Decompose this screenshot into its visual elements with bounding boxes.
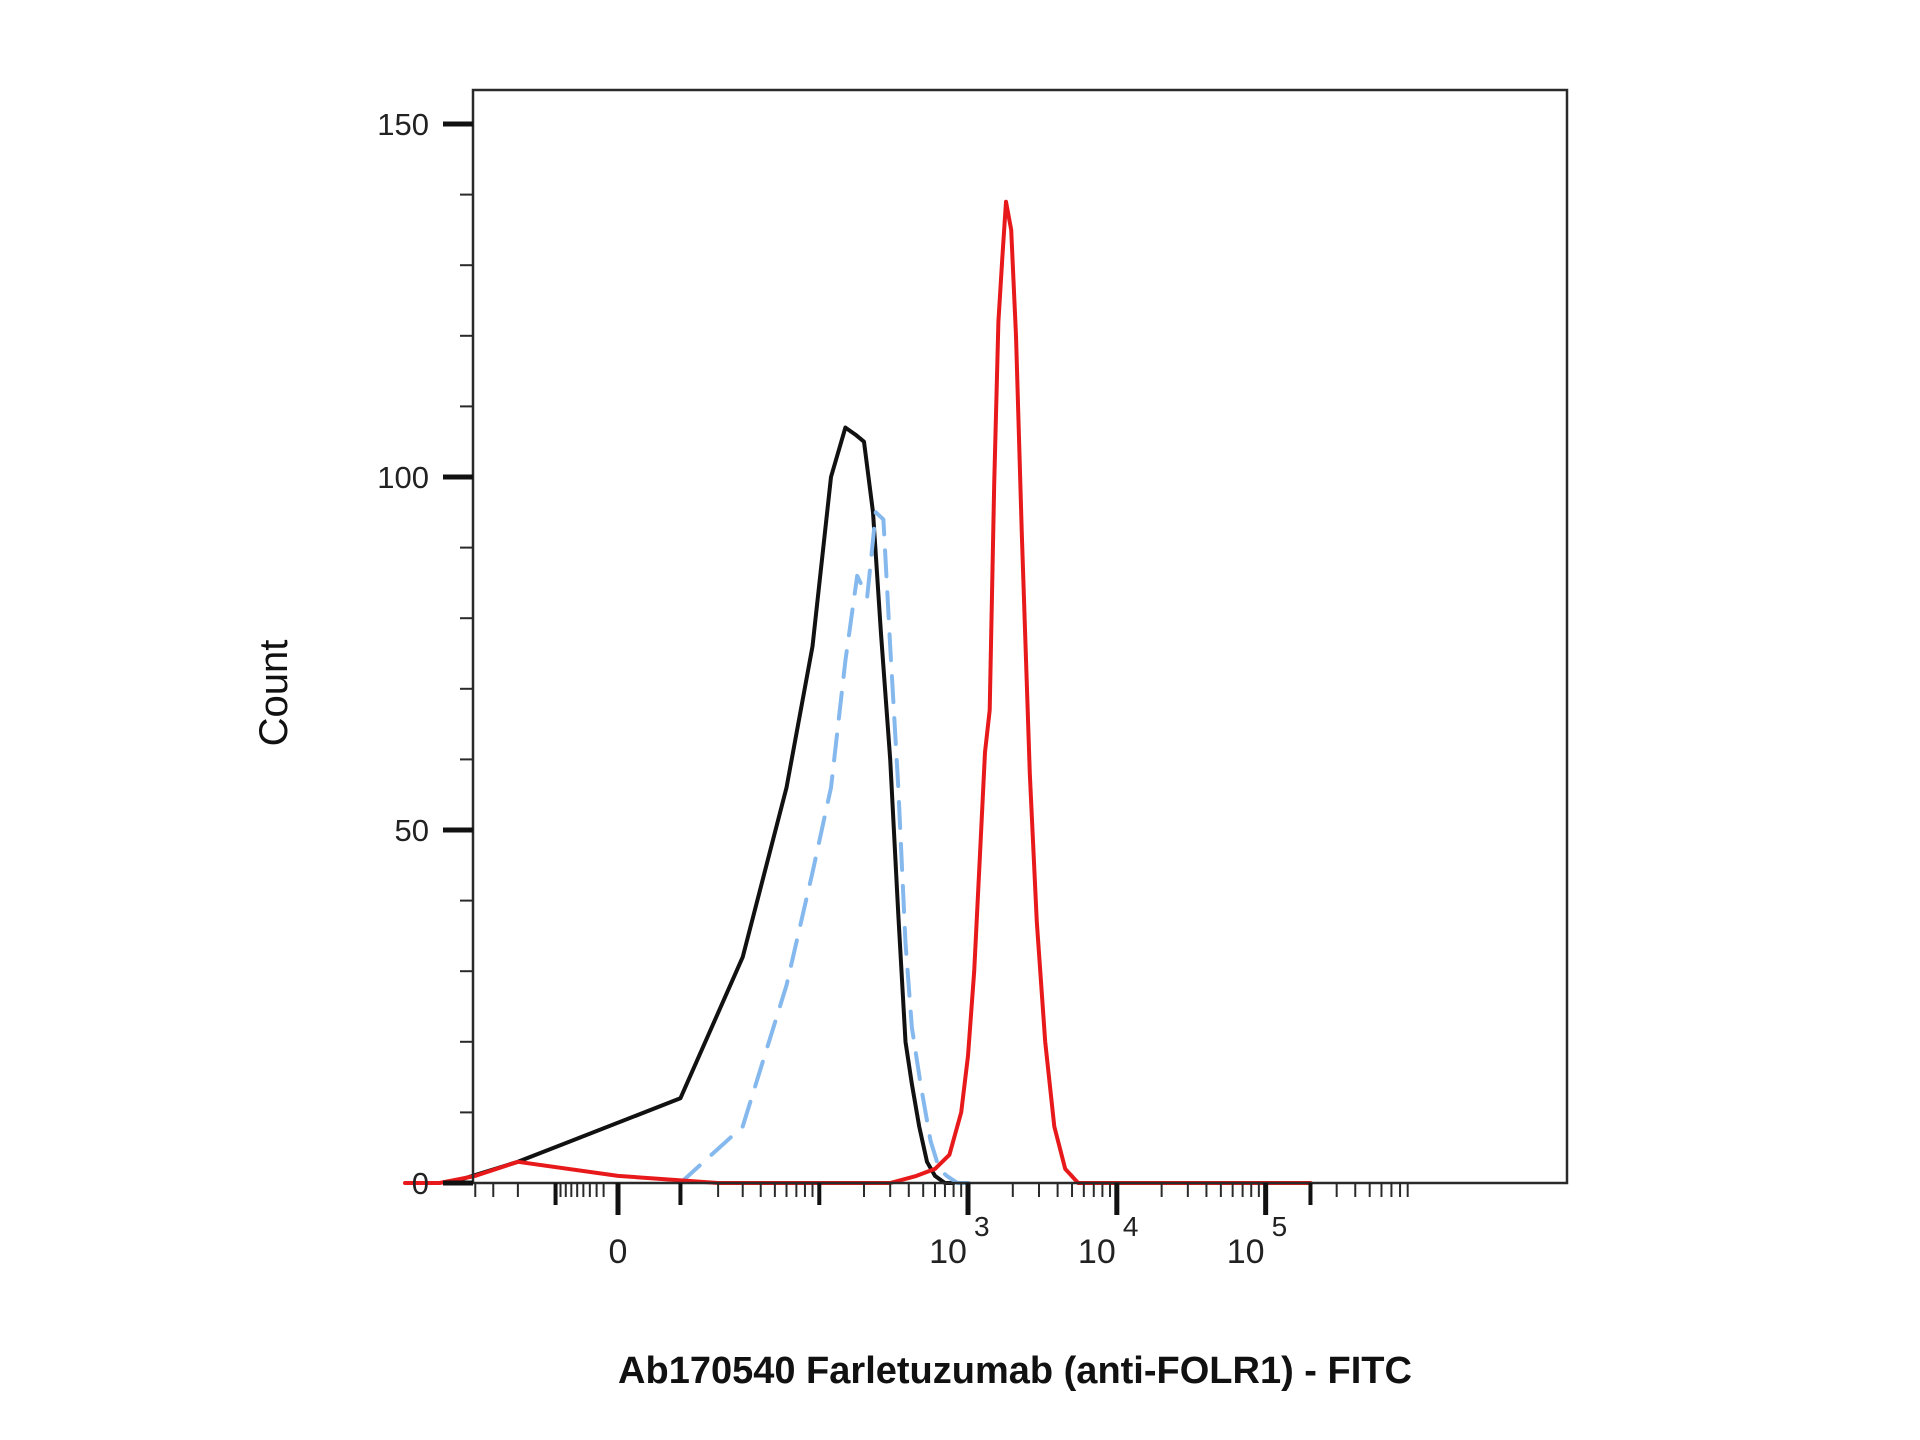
x-tick-exponent: 5 xyxy=(1272,1211,1288,1242)
x-tick-label: 10 xyxy=(1227,1233,1265,1271)
x-tick-label: 0 xyxy=(609,1233,628,1271)
y-tick-label: 50 xyxy=(395,813,429,848)
x-tick-exponent: 3 xyxy=(974,1211,990,1242)
x-tick-label: 10 xyxy=(1078,1233,1116,1271)
x-tick-exponent: 4 xyxy=(1123,1211,1139,1242)
plot-frame xyxy=(471,88,1569,1185)
y-tick-label: 100 xyxy=(377,460,429,495)
y-tick-label: 0 xyxy=(412,1166,429,1201)
y-tick-label: 150 xyxy=(377,107,429,142)
y-axis-label: Count xyxy=(252,640,296,747)
x-tick-label: 10 xyxy=(929,1233,967,1271)
series-line-2 xyxy=(678,510,979,1185)
series-line-1 xyxy=(447,425,956,1185)
x-axis-label: Ab170540 Farletuzumab (anti-FOLR1) - FIT… xyxy=(618,1350,1412,1392)
